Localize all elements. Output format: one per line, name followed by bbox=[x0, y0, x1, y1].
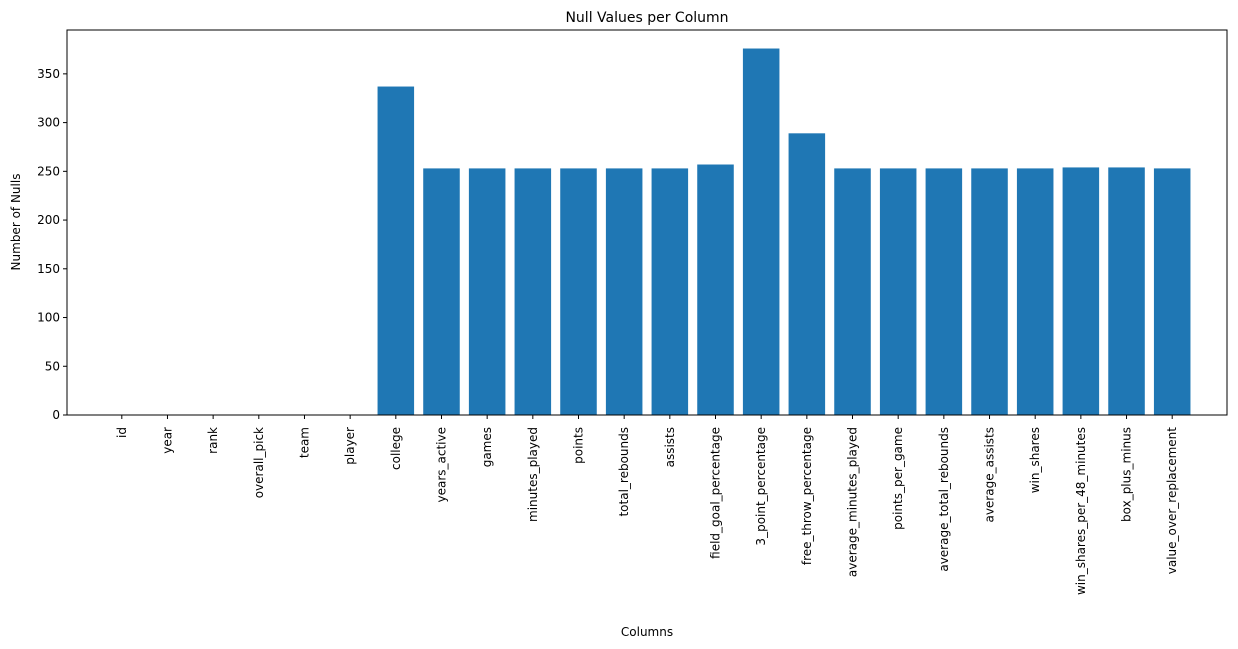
x-tick-label-box_plus_minus: box_plus_minus bbox=[1120, 427, 1134, 522]
x-tick-label-value_over_replacement: value_over_replacement bbox=[1165, 427, 1179, 575]
x-tick-label-3_point_percentage: 3_point_percentage bbox=[754, 427, 768, 546]
x-tick-label-total_rebounds: total_rebounds bbox=[617, 427, 631, 517]
x-tick-label-college: college bbox=[389, 427, 403, 470]
x-tick-label-field_goal_percentage: field_goal_percentage bbox=[709, 427, 723, 559]
y-tick-label: 200 bbox=[37, 213, 60, 227]
bar-points_per_game bbox=[879, 168, 917, 415]
bar-points bbox=[560, 168, 597, 415]
x-tick-label-minutes_played: minutes_played bbox=[526, 427, 540, 522]
bar-assists bbox=[651, 168, 689, 415]
bar-win_shares bbox=[1016, 168, 1054, 415]
y-tick-label: 350 bbox=[37, 67, 60, 81]
x-tick-label-average_total_rebounds: average_total_rebounds bbox=[937, 427, 951, 572]
x-tick-label-points_per_game: points_per_game bbox=[891, 427, 905, 530]
x-tick-label-rank: rank bbox=[206, 427, 220, 454]
bar-box_plus_minus bbox=[1108, 167, 1145, 415]
y-axis-ticks: 0 50 100 150 200 250 300 350 bbox=[37, 67, 67, 422]
y-tick-label: 0 bbox=[52, 408, 60, 422]
x-axis-label: Columns bbox=[621, 625, 673, 639]
x-tick-label-games: games bbox=[480, 427, 494, 467]
y-tick-label: 250 bbox=[37, 164, 60, 178]
x-tick-label-win_shares: win_shares bbox=[1028, 427, 1042, 493]
bar-college bbox=[377, 86, 415, 415]
chart-title: Null Values per Column bbox=[565, 10, 728, 26]
x-tick-label-points: points bbox=[571, 427, 585, 464]
x-tick-label-id: id bbox=[115, 427, 129, 438]
plot-area-frame bbox=[66, 29, 1228, 416]
x-tick-label-free_throw_percentage: free_throw_percentage bbox=[800, 427, 814, 565]
bar-field_goal_percentage bbox=[697, 164, 734, 415]
x-tick-label-win_shares_per_48_minutes: win_shares_per_48_minutes bbox=[1074, 427, 1088, 595]
bar-3_point_percentage bbox=[742, 48, 780, 416]
x-tick-label-average_assists: average_assists bbox=[983, 427, 997, 523]
bar-average_total_rebounds bbox=[925, 168, 963, 415]
bar-average_assists bbox=[971, 168, 1008, 415]
bar-win_shares_per_48_minutes bbox=[1062, 167, 1100, 415]
bar-games bbox=[468, 168, 506, 415]
y-tick-label: 150 bbox=[37, 262, 60, 276]
x-tick-label-player: player bbox=[343, 427, 357, 465]
bar-years_active bbox=[423, 168, 460, 415]
y-tick-label: 300 bbox=[37, 116, 60, 130]
bars-group bbox=[377, 48, 1191, 416]
x-axis-ticks: id year rank overall_pick team player college y… bbox=[115, 415, 1179, 595]
bar-average_minutes_played bbox=[834, 168, 871, 415]
x-tick-label-team: team bbox=[297, 427, 311, 458]
bar-free_throw_percentage bbox=[788, 133, 826, 415]
y-axis-label: Number of Nulls bbox=[9, 174, 23, 271]
x-tick-label-average_minutes_played: average_minutes_played bbox=[846, 427, 860, 577]
x-tick-label-years_active: years_active bbox=[434, 427, 448, 503]
y-tick-label: 50 bbox=[45, 359, 60, 373]
x-tick-label-year: year bbox=[160, 427, 174, 454]
bar-minutes_played bbox=[514, 168, 552, 415]
bar-value_over_replacement bbox=[1153, 168, 1191, 415]
y-tick-label: 100 bbox=[37, 311, 60, 325]
bar-total_rebounds bbox=[605, 168, 643, 415]
x-tick-label-overall_pick: overall_pick bbox=[252, 427, 266, 498]
x-tick-label-assists: assists bbox=[663, 427, 677, 467]
